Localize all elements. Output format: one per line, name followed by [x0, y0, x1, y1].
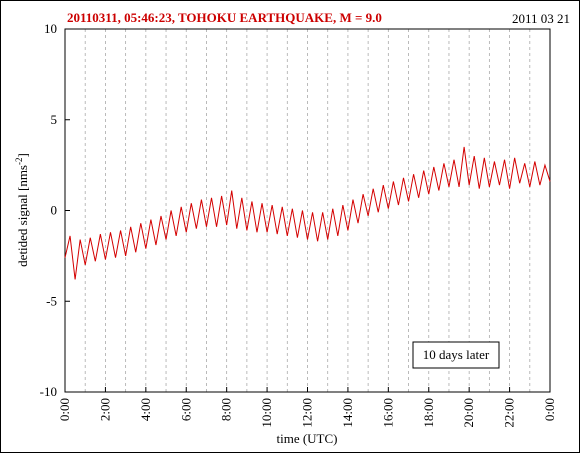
x-tick-label: 0:00 — [57, 398, 72, 421]
date-label: 2011 03 21 — [512, 11, 570, 26]
x-tick-label: 6:00 — [178, 398, 193, 421]
y-axis-label-close: ] — [15, 153, 30, 157]
x-tick-label: 22:00 — [502, 398, 517, 428]
y-tick-label: 10 — [44, 21, 57, 36]
grid-lines — [84, 29, 531, 392]
y-tick-label: 5 — [51, 112, 58, 127]
chart-title: 20110311, 05:46:23, TOHOKU EARTHQUAKE, M… — [67, 10, 382, 25]
x-axis-label: time (UTC) — [276, 431, 337, 446]
y-tick-label: -10 — [40, 384, 57, 399]
x-tick-label: 12:00 — [300, 398, 315, 428]
x-tick-label: 14:00 — [340, 398, 355, 428]
y-axis-label-main: detided signal [nms — [15, 165, 30, 267]
x-tick-label: 8:00 — [219, 398, 234, 421]
x-tick-label: 18:00 — [421, 398, 436, 428]
series-line — [64, 146, 551, 280]
x-tick-label: 4:00 — [138, 398, 153, 421]
x-tick-label: 16:00 — [380, 398, 395, 428]
annotation-text: 10 days later — [423, 347, 490, 362]
annotation-box — [412, 341, 500, 369]
y-tick-label: -5 — [46, 293, 57, 308]
x-tick-label: 20:00 — [461, 398, 476, 428]
y-tick-label: 0 — [51, 203, 58, 218]
x-axis-ticks: 0:00 2:00 4:00 6:00 8:00 10:00 12:00 14:00 16:00… — [57, 387, 557, 428]
x-tick-label: 2:00 — [97, 398, 112, 421]
y-axis-label: detided signal [nms-2] — [14, 153, 30, 267]
x-tick-label: 0:00 — [542, 398, 557, 421]
x-tick-label: 10:00 — [259, 398, 274, 428]
y-axis-ticks: 10 5 0 -5 -10 — [40, 21, 70, 399]
y-axis-label-sup: -2 — [14, 158, 24, 166]
